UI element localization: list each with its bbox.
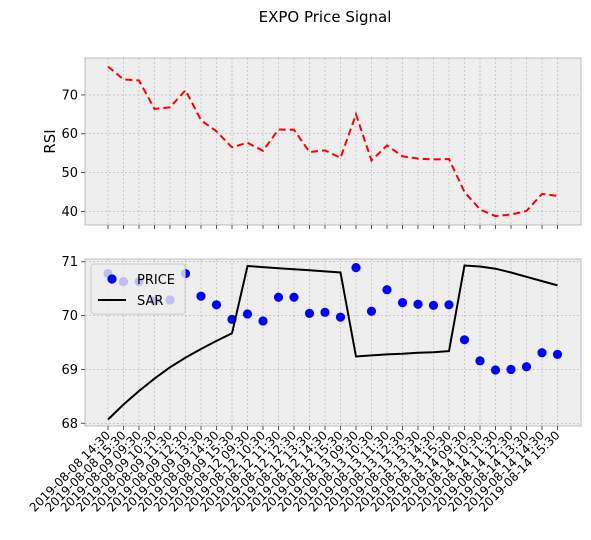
- price-point: [397, 298, 408, 308]
- panel-1: 40 50 60 70 RSI: [41, 57, 582, 229]
- price-point: [211, 300, 222, 310]
- y-axis-label: RSI: [41, 129, 59, 153]
- price-point: [444, 300, 454, 310]
- price-point: [320, 307, 330, 317]
- price-point: [382, 285, 392, 295]
- price-point: [552, 349, 563, 359]
- y-tick-label: 40: [61, 205, 78, 220]
- price-point: [289, 292, 299, 302]
- y-tick-label: 69: [61, 363, 78, 378]
- y-tick-label: 60: [61, 127, 78, 142]
- price-point: [242, 309, 253, 319]
- panel-2: 68 69 70 71 PRICE SAR: [61, 255, 582, 432]
- legend: PRICE SAR: [90, 263, 186, 315]
- rsi-line: [107, 65, 558, 218]
- price-point: [521, 362, 532, 372]
- price-point: [506, 364, 516, 375]
- plot-area: [84, 57, 582, 226]
- price-point: [537, 348, 547, 358]
- legend-label-sar: SAR: [137, 294, 163, 309]
- price-point: [428, 300, 439, 310]
- price-point: [490, 365, 501, 375]
- legend-label-price: PRICE: [137, 273, 175, 288]
- price-point: [366, 306, 377, 316]
- price-point: [304, 308, 315, 319]
- y-tick-label: 68: [61, 417, 78, 432]
- price-point: [335, 312, 346, 322]
- price-point: [351, 263, 361, 273]
- price-point: [413, 299, 423, 309]
- chart-title: EXPO Price Signal: [259, 8, 392, 26]
- price-point: [273, 292, 284, 302]
- y-tick-label: 71: [61, 255, 78, 270]
- sar-line: [107, 264, 558, 421]
- y-tick-label: 70: [61, 88, 78, 103]
- price-point: [459, 335, 470, 345]
- y-tick-label: 70: [61, 309, 78, 324]
- price-point: [196, 291, 206, 301]
- y-tick-label: 50: [61, 166, 78, 181]
- price-point: [258, 316, 268, 326]
- legend-price-marker: [107, 274, 117, 284]
- price-point: [475, 356, 485, 366]
